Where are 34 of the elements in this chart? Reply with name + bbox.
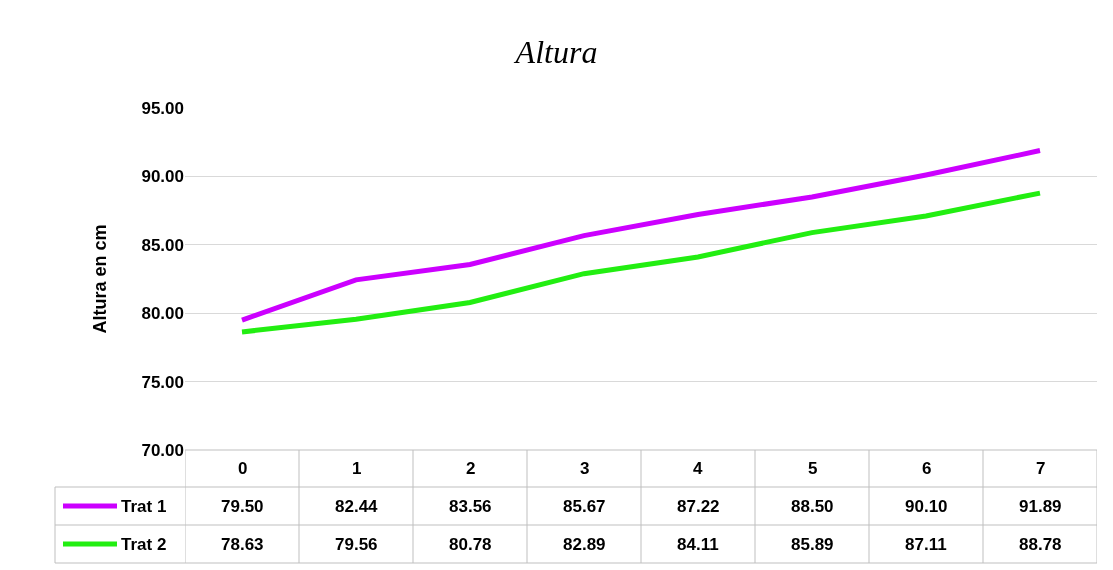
data-label: 83.56 [449,497,492,516]
data-label: 87.11 [905,535,947,554]
x-tick-label: 1 [352,459,362,478]
y-tick-label: 80.00 [141,304,184,324]
legend-label: Trat 2 [121,535,167,554]
data-label: 85.67 [563,497,606,516]
y-tick-label: 90.00 [141,167,184,187]
data-label: 84.11 [677,535,719,554]
data-label: 79.56 [335,535,378,554]
y-tick-label: 95.00 [141,98,184,118]
x-tick-label: 7 [1036,459,1046,478]
x-tick-label: 2 [466,459,476,478]
data-label: 91.89 [1019,497,1062,516]
data-label: 80.78 [449,535,492,554]
data-label: 85.89 [791,535,834,554]
y-tick-label: 85.00 [141,235,184,255]
data-label: 79.50 [221,497,264,516]
x-tick-label: 6 [922,459,932,478]
data-label: 78.63 [221,535,264,554]
y-axis-title: Altura en cm [89,224,110,334]
x-tick-label: 3 [580,459,590,478]
data-label: 88.50 [791,497,834,516]
chart-title: Altura [513,34,598,71]
data-label: 82.44 [335,497,379,516]
data-label: 82.89 [563,535,606,554]
x-tick-label: 0 [238,459,248,478]
y-tick-label: 70.00 [141,440,184,460]
data-label: 90.10 [905,497,948,516]
data-label: 88.78 [1019,535,1062,554]
legend-label: Trat 1 [121,497,167,516]
x-tick-label: 4 [693,459,703,478]
data-label: 87.22 [677,497,720,516]
y-tick-label: 75.00 [141,372,184,392]
x-tick-label: 5 [808,459,818,478]
